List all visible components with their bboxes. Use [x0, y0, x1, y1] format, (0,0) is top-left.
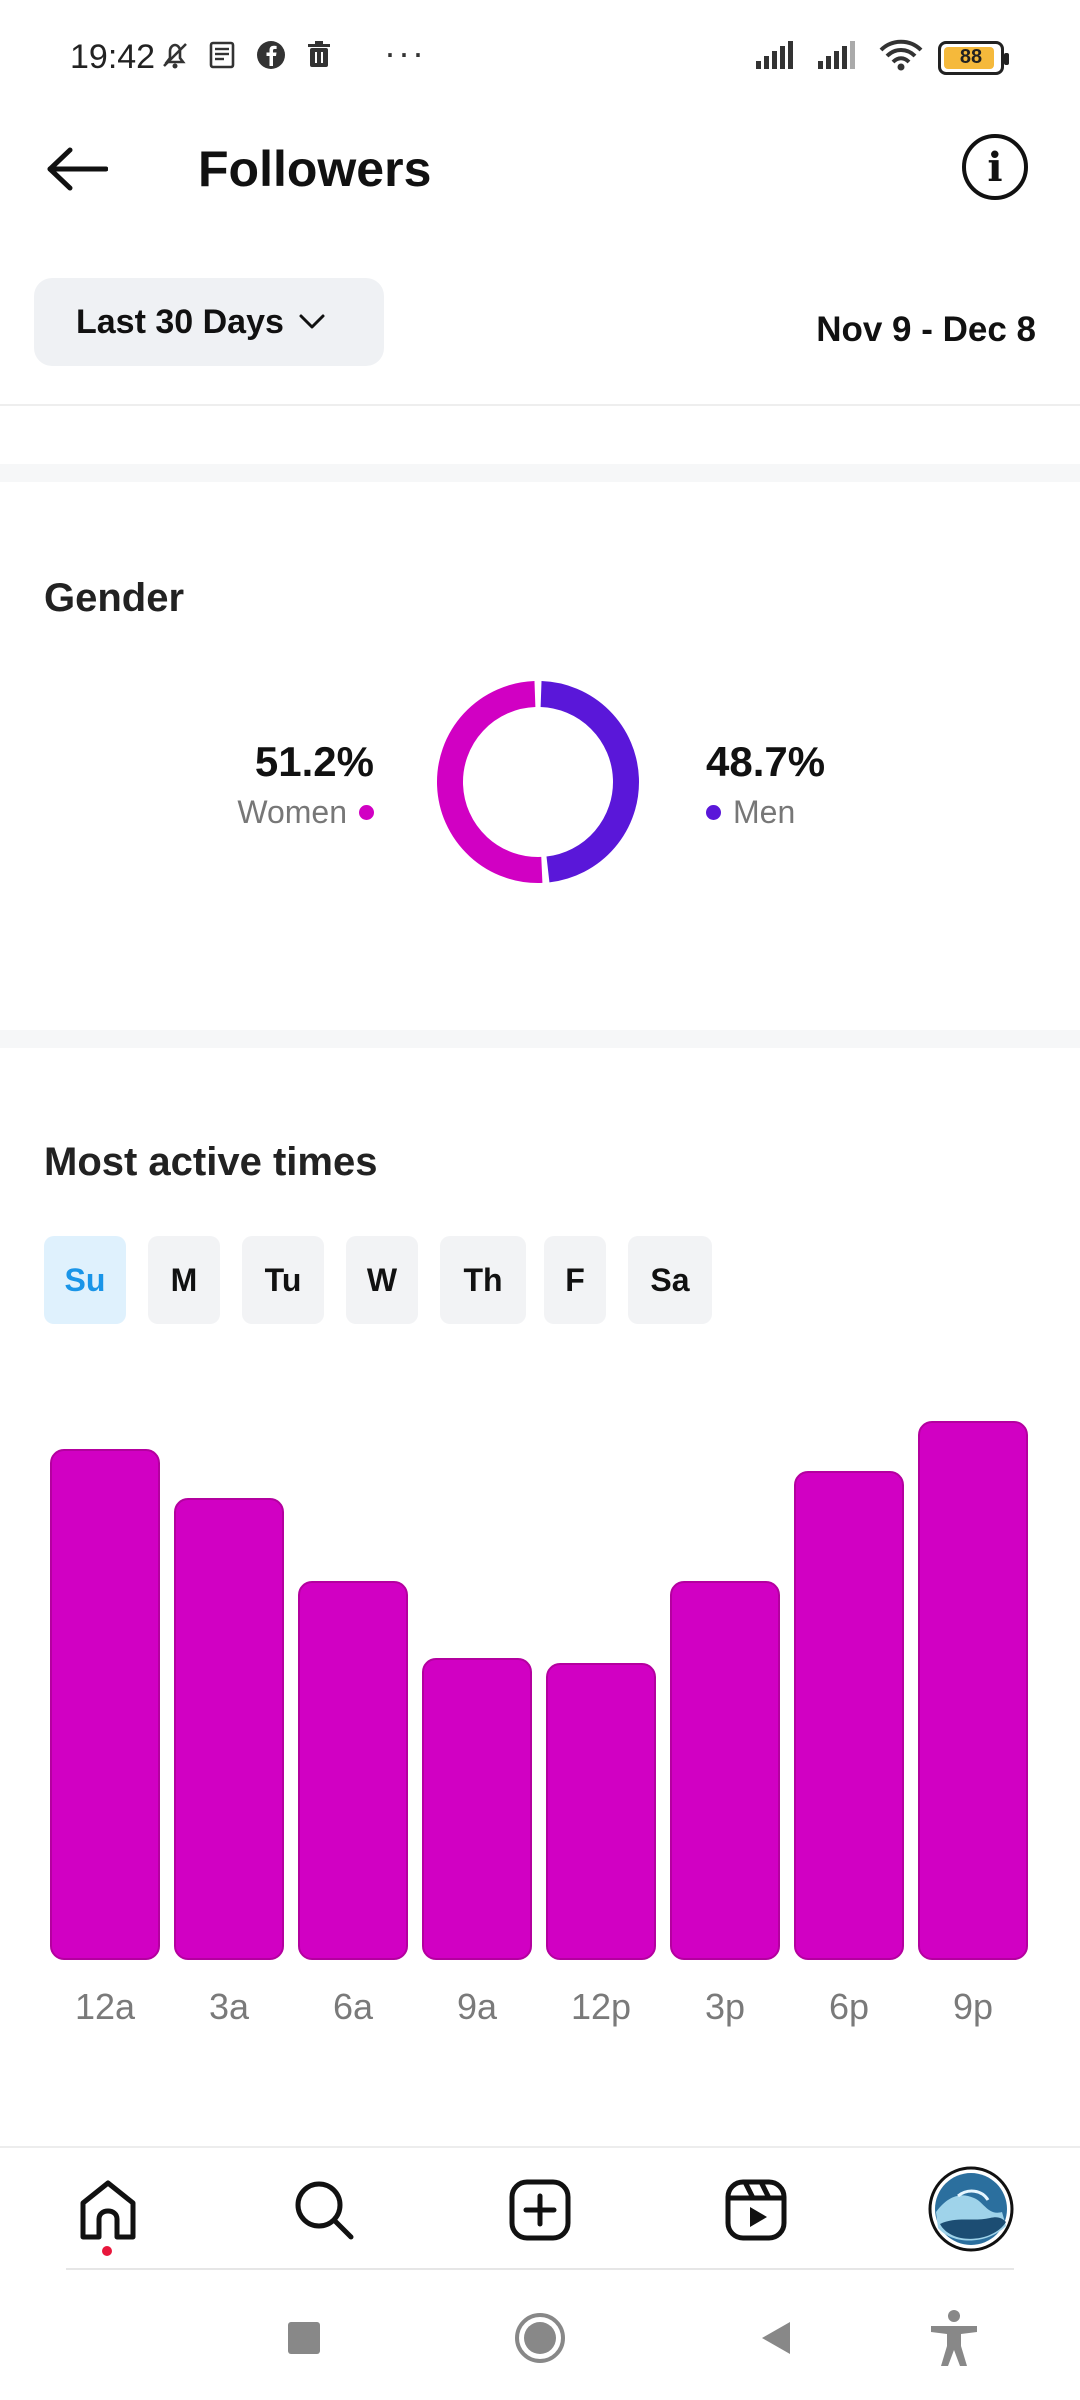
notification-dot — [102, 2246, 112, 2256]
date-range-dropdown[interactable]: Last 30 Days — [34, 278, 384, 366]
info-button[interactable]: i — [962, 134, 1028, 200]
nav-profile[interactable] — [928, 2166, 1014, 2252]
date-range-dropdown-label: Last 30 Days — [76, 302, 284, 341]
day-tab-wednesday[interactable]: W — [346, 1236, 418, 1324]
muted-bell-icon — [158, 38, 192, 72]
wifi-icon — [878, 38, 924, 77]
signal-icon — [754, 39, 802, 76]
x-tick-label: 12p — [570, 1986, 632, 2027]
nav-home[interactable] — [68, 2170, 148, 2250]
section-separator — [0, 464, 1080, 482]
home-button[interactable] — [510, 2308, 570, 2368]
x-tick-label: 3p — [704, 1986, 746, 2027]
nav-reels[interactable] — [716, 2170, 796, 2250]
x-tick-label: 6p — [828, 1986, 870, 2027]
gender-women-stat: 51.2% Women — [150, 738, 374, 831]
news-icon — [206, 38, 240, 72]
men-label: Men — [733, 794, 796, 830]
nav-divider — [66, 2268, 1014, 2270]
status-overflow: ··· — [384, 32, 426, 73]
battery-icon: 88 — [938, 40, 1009, 75]
x-tick-label: 9p — [952, 1986, 994, 2027]
gender-men-stat: 48.7% Men — [706, 738, 946, 831]
recents-button[interactable] — [274, 2308, 334, 2368]
active-times-bar-chart: 12a 3a 6a 9a 12p 3p 6p 9p — [0, 1370, 1080, 2050]
back-button[interactable] — [40, 138, 112, 200]
chevron-down-icon — [299, 314, 325, 329]
facebook-icon — [254, 38, 288, 72]
trash-icon — [302, 38, 336, 72]
home-circle-icon — [515, 2313, 565, 2363]
women-percentage: 51.2% — [254, 738, 374, 785]
bottom-nav — [0, 2146, 1080, 2270]
active-times-section-title: Most active times — [44, 1140, 378, 1184]
day-tab-sunday[interactable]: Su — [44, 1236, 126, 1324]
nav-create[interactable] — [500, 2170, 580, 2250]
women-legend: Women — [150, 794, 374, 831]
nav-search[interactable] — [284, 2170, 364, 2250]
chart-bar[interactable] — [298, 1580, 408, 1960]
donut-segment-women — [437, 681, 543, 883]
x-tick-label: 3a — [208, 1986, 250, 2027]
signal-icon — [816, 39, 864, 76]
chart-bar[interactable] — [546, 1663, 656, 1960]
day-tab-tuesday[interactable]: Tu — [242, 1236, 324, 1324]
day-tab-saturday[interactable]: Sa — [628, 1236, 712, 1324]
x-tick-label: 9a — [456, 1986, 498, 2027]
system-nav — [0, 2270, 1080, 2400]
create-icon — [509, 2179, 571, 2241]
day-tab-friday[interactable]: F — [544, 1236, 606, 1324]
women-legend-dot — [359, 805, 374, 820]
status-bar: 19:42 ··· 88 — [0, 0, 1080, 118]
page-title: Followers — [198, 141, 432, 197]
home-icon — [80, 2180, 136, 2240]
donut-segment-men — [540, 681, 639, 883]
x-tick-label: 12a — [74, 1986, 136, 2027]
gender-section-title: Gender — [44, 576, 185, 620]
men-percentage: 48.7% — [706, 738, 826, 785]
header: Followers i — [0, 118, 1080, 218]
chart-bar[interactable] — [50, 1448, 160, 1960]
status-notification-icons — [158, 38, 336, 72]
status-system-icons: 88 — [754, 38, 1009, 77]
chart-bar[interactable] — [794, 1470, 904, 1960]
profile-avatar — [928, 2166, 1014, 2252]
accessibility-button[interactable] — [924, 2308, 984, 2368]
chart-bar[interactable] — [670, 1580, 780, 1960]
back-triangle-icon — [762, 2322, 790, 2354]
day-tab-monday[interactable]: M — [148, 1236, 220, 1324]
section-separator — [0, 1030, 1080, 1048]
gender-donut-chart — [437, 681, 639, 883]
status-time: 19:42 — [70, 38, 156, 76]
divider — [0, 404, 1080, 406]
men-legend-dot — [706, 805, 721, 820]
x-tick-label: 6a — [332, 1986, 374, 2027]
back-nav-button[interactable] — [746, 2308, 806, 2368]
back-arrow-icon — [47, 147, 108, 191]
day-tab-thursday[interactable]: Th — [440, 1236, 526, 1324]
battery-level: 88 — [959, 46, 983, 68]
chart-bar[interactable] — [174, 1498, 284, 1960]
men-legend: Men — [706, 794, 946, 831]
search-icon — [295, 2181, 354, 2240]
accessibility-icon — [931, 2310, 977, 2366]
reels-icon — [725, 2179, 787, 2241]
recents-icon — [288, 2322, 320, 2354]
chart-bar[interactable] — [918, 1421, 1028, 1960]
chart-bar[interactable] — [422, 1657, 532, 1960]
info-icon: i — [987, 143, 1003, 191]
date-range-text: Nov 9 - Dec 8 — [816, 310, 1036, 349]
women-label: Women — [237, 794, 347, 830]
